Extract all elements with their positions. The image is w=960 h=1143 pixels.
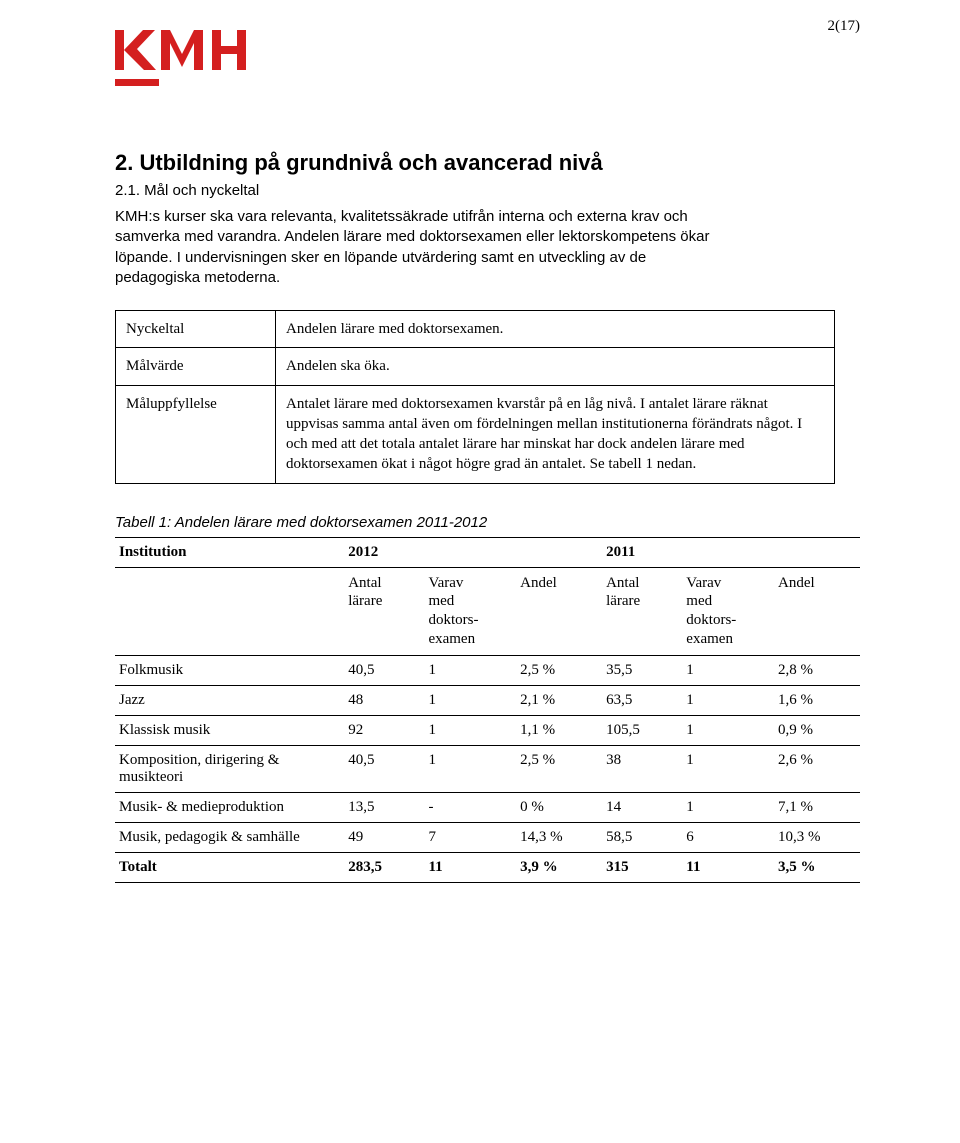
intro-paragraph: KMH:s kurser ska vara relevanta, kvalite…: [115, 207, 725, 288]
table-cell: 1: [424, 685, 516, 715]
table-cell: -: [424, 792, 516, 822]
kv-row-maluppfyllelse: Måluppfyllelse Antalet lärare med doktor…: [116, 385, 835, 483]
table-cell: 105,5: [602, 715, 682, 745]
th-2012: 2012: [344, 537, 602, 567]
kv-row-nyckeltal: Nyckeltal Andelen lärare med doktorsexam…: [116, 311, 835, 348]
th-antal-2012: Antal lärare: [344, 567, 424, 655]
th-antal-2011: Antal lärare: [602, 567, 682, 655]
table-cell: 2,5 %: [516, 655, 602, 685]
table-cell: Folkmusik: [115, 655, 344, 685]
table-cell: 1: [424, 715, 516, 745]
table-cell: 1: [682, 715, 774, 745]
table-cell: 3,5 %: [774, 852, 860, 882]
table-cell: 10,3 %: [774, 822, 860, 852]
section-heading: 2. Utbildning på grundnivå och avancerad…: [115, 150, 860, 176]
key-value-table: Nyckeltal Andelen lärare med doktorsexam…: [115, 310, 835, 484]
table-cell: 14,3 %: [516, 822, 602, 852]
table-row: Komposition, dirigering & musikteori40,5…: [115, 745, 860, 792]
table-cell: Komposition, dirigering & musikteori: [115, 745, 344, 792]
kmh-logo-svg: [115, 30, 250, 90]
page: 2(17) 2. Utbildning på grundnivå och ava…: [0, 0, 960, 923]
table-cell: 1,6 %: [774, 685, 860, 715]
table-cell: 11: [424, 852, 516, 882]
kv-value: Andelen lärare med doktorsexamen.: [276, 311, 835, 348]
kv-value: Andelen ska öka.: [276, 348, 835, 385]
data-table: Institution 2012 2011 Antal lärare Varav…: [115, 537, 860, 883]
th-andel-2011: Andel: [774, 567, 860, 655]
kmh-logo: [115, 30, 860, 90]
table-cell: 1,1 %: [516, 715, 602, 745]
kv-label: Nyckeltal: [116, 311, 276, 348]
table-cell: Musik- & medieproduktion: [115, 792, 344, 822]
table-cell: 40,5: [344, 655, 424, 685]
kv-label: Måluppfyllelse: [116, 385, 276, 483]
th-andel-2012: Andel: [516, 567, 602, 655]
kv-value: Antalet lärare med doktorsexamen kvarstå…: [276, 385, 835, 483]
table-cell: 2,1 %: [516, 685, 602, 715]
table-cell: 1: [424, 745, 516, 792]
table-cell: 7,1 %: [774, 792, 860, 822]
table-row: Klassisk musik9211,1 %105,510,9 %: [115, 715, 860, 745]
table-cell: 1: [682, 792, 774, 822]
th-varav-2012: Varav med doktors- examen: [424, 567, 516, 655]
table-cell: 38: [602, 745, 682, 792]
table-cell: 35,5: [602, 655, 682, 685]
table-cell: 11: [682, 852, 774, 882]
table-header-row-1: Institution 2012 2011: [115, 537, 860, 567]
table-header-row-2: Antal lärare Varav med doktors- examen A…: [115, 567, 860, 655]
section-subheading: 2.1. Mål och nyckeltal: [115, 182, 860, 199]
table-row: Jazz4812,1 %63,511,6 %: [115, 685, 860, 715]
table-cell: 13,5: [344, 792, 424, 822]
table-cell: 315: [602, 852, 682, 882]
table-caption: Tabell 1: Andelen lärare med doktorsexam…: [115, 514, 860, 531]
table-cell: 1: [682, 685, 774, 715]
table-cell: 0 %: [516, 792, 602, 822]
kv-row-malvarde: Målvärde Andelen ska öka.: [116, 348, 835, 385]
table-cell: 48: [344, 685, 424, 715]
table-cell: 63,5: [602, 685, 682, 715]
table-cell: 1: [682, 745, 774, 792]
th-varav-2011: Varav med doktors- examen: [682, 567, 774, 655]
table-cell: Totalt: [115, 852, 344, 882]
table-cell: 49: [344, 822, 424, 852]
table-cell: 14: [602, 792, 682, 822]
th-2011: 2011: [602, 537, 860, 567]
table-cell: 3,9 %: [516, 852, 602, 882]
table-cell: Musik, pedagogik & samhälle: [115, 822, 344, 852]
table-cell: 1: [424, 655, 516, 685]
table-cell: 58,5: [602, 822, 682, 852]
table-cell: 2,8 %: [774, 655, 860, 685]
table-cell: 40,5: [344, 745, 424, 792]
table-row-total: Totalt283,5113,9 %315113,5 %: [115, 852, 860, 882]
table-cell: Klassisk musik: [115, 715, 344, 745]
table-cell: 2,5 %: [516, 745, 602, 792]
page-number: 2(17): [828, 18, 861, 35]
table-cell: 7: [424, 822, 516, 852]
table-cell: 2,6 %: [774, 745, 860, 792]
th-institution: Institution: [115, 537, 344, 567]
table-cell: 283,5: [344, 852, 424, 882]
kv-label: Målvärde: [116, 348, 276, 385]
table-cell: 6: [682, 822, 774, 852]
table-row: Musik- & medieproduktion13,5-0 %1417,1 %: [115, 792, 860, 822]
table-row: Folkmusik40,512,5 %35,512,8 %: [115, 655, 860, 685]
table-cell: 1: [682, 655, 774, 685]
table-cell: Jazz: [115, 685, 344, 715]
table-cell: 0,9 %: [774, 715, 860, 745]
table-cell: 92: [344, 715, 424, 745]
table-row: Musik, pedagogik & samhälle49714,3 %58,5…: [115, 822, 860, 852]
th-blank: [115, 567, 344, 655]
